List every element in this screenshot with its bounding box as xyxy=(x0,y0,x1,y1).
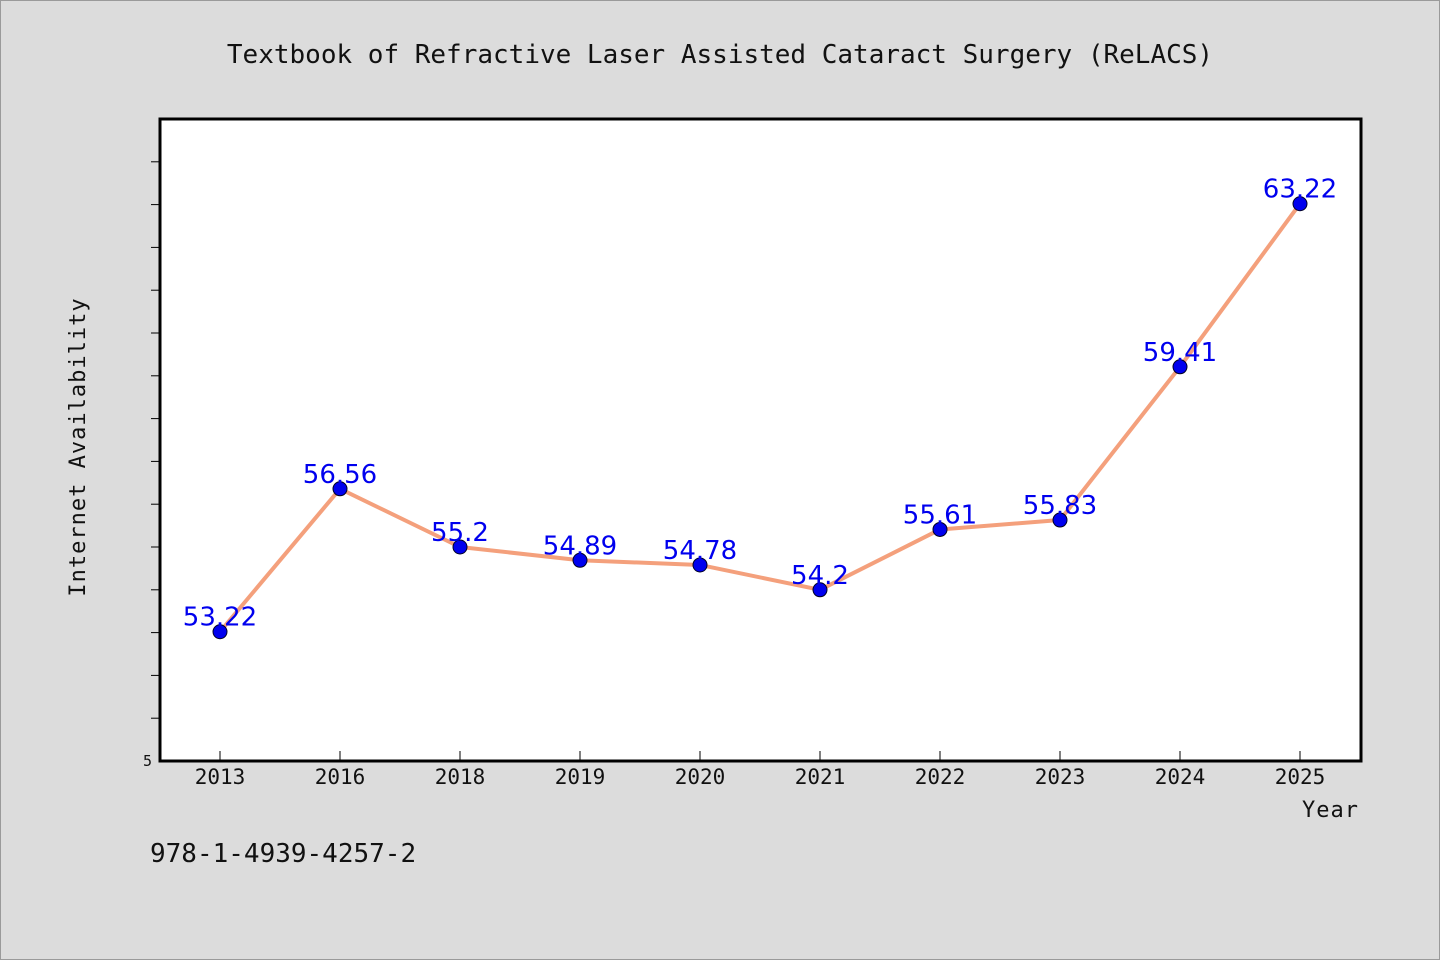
data-point-2025 xyxy=(1292,196,1308,212)
x-tick-label-2021: 2021 xyxy=(795,765,846,789)
x-tick-label-2023: 2023 xyxy=(1035,765,1086,789)
data-point-2013 xyxy=(212,624,228,640)
data-point-2019 xyxy=(572,552,588,568)
plot-area xyxy=(158,117,1363,763)
data-label-2013: 53.22 xyxy=(183,603,257,633)
x-tick-label-2013: 2013 xyxy=(195,765,246,789)
data-labels: 53.22 56.56 55.2 54.89 54.78 54.2 55.61 55.83 59… xyxy=(183,175,1337,633)
data-label-2022: 55.61 xyxy=(903,500,977,530)
x-tick-label-2025: 2025 xyxy=(1275,765,1326,789)
data-point-2016 xyxy=(332,481,348,497)
x-tick-label-2018: 2018 xyxy=(435,765,486,789)
data-label-2021: 54.2 xyxy=(791,561,849,591)
data-point-2024 xyxy=(1172,359,1188,375)
data-point-2020 xyxy=(692,557,708,573)
data-point-2022 xyxy=(932,521,948,537)
data-point-2018 xyxy=(452,539,468,555)
x-axis-ticks: 2013 2016 2018 2019 2020 2021 2022 2023 2024 2025 xyxy=(195,751,1326,789)
x-tick-label-2020: 2020 xyxy=(675,765,726,789)
x-axis-label: Year xyxy=(1302,798,1359,823)
data-label-2023: 55.83 xyxy=(1023,491,1097,521)
data-markers xyxy=(212,196,1308,640)
y-axis-ticks: 5 xyxy=(143,161,160,770)
data-label-2018: 55.2 xyxy=(431,518,489,548)
data-label-2020: 54.78 xyxy=(663,536,737,566)
y-tick-label-0: 5 xyxy=(143,752,152,770)
x-tick-label-2019: 2019 xyxy=(555,765,606,789)
series-line xyxy=(218,202,1302,634)
x-tick-label-2024: 2024 xyxy=(1155,765,1206,789)
data-label-2016: 56.56 xyxy=(303,460,377,490)
data-label-2025: 63.22 xyxy=(1263,175,1337,205)
data-label-2019: 54.89 xyxy=(543,531,617,561)
chart-title: Textbook of Refractive Laser Assisted Ca… xyxy=(227,40,1213,70)
y-axis-label: Internet Availability xyxy=(66,297,91,596)
series-line-group xyxy=(218,202,1302,634)
x-tick-label-2022: 2022 xyxy=(915,765,966,789)
data-point-2021 xyxy=(812,582,828,598)
data-label-2024: 59.41 xyxy=(1143,338,1217,368)
x-tick-label-2016: 2016 xyxy=(315,765,366,789)
isbn-footer: 978-1-4939-4257-2 xyxy=(150,839,416,869)
data-point-2023 xyxy=(1052,512,1068,528)
